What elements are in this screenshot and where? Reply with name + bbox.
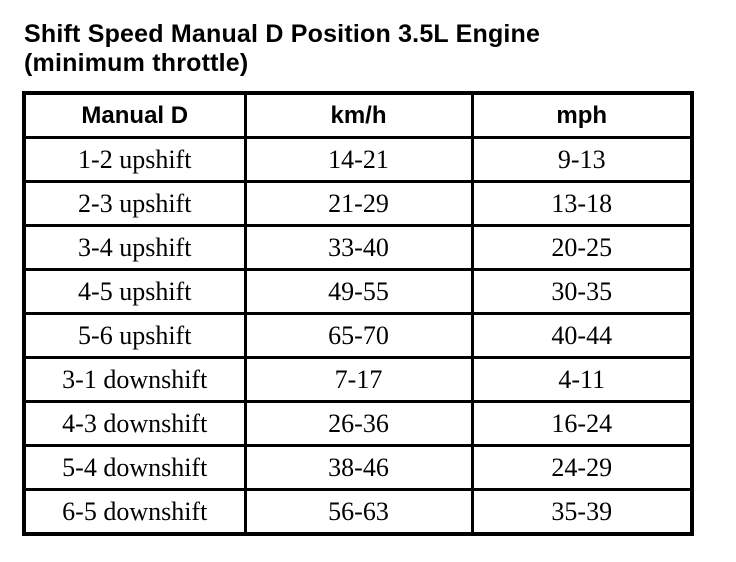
header-cell-mph: mph — [470, 91, 694, 139]
table-cell-kmh: 26-36 — [243, 400, 474, 447]
table-row: 2-3 upshift 21-29 13-18 — [22, 180, 694, 227]
table-row: 3-1 downshift 7-17 4-11 — [22, 356, 694, 403]
page-title: Shift Speed Manual D Position 3.5L Engin… — [24, 20, 736, 78]
table-cell-mph: 35-39 — [470, 488, 694, 536]
header-cell-kmh: km/h — [243, 91, 474, 139]
table-cell-mph: 20-25 — [470, 224, 694, 271]
table-cell-mph: 40-44 — [470, 312, 694, 359]
table-cell-shift: 4-3 downshift — [22, 400, 247, 447]
table-row: 1-2 upshift 14-21 9-13 — [22, 136, 694, 183]
table-cell-kmh: 49-55 — [243, 268, 474, 315]
table-row: 5-4 downshift 38-46 24-29 — [22, 444, 694, 491]
shift-speed-table: Manual D km/h mph 1-2 upshift 14-21 9-13 2-… — [22, 91, 694, 536]
table-row: 5-6 upshift 65-70 40-44 — [22, 312, 694, 359]
table-cell-mph: 16-24 — [470, 400, 694, 447]
table-cell-mph: 24-29 — [470, 444, 694, 491]
table-cell-shift: 5-4 downshift — [22, 444, 247, 491]
table-cell-shift: 4-5 upshift — [22, 268, 247, 315]
table-cell-shift: 6-5 downshift — [22, 488, 247, 536]
table-row: 4-3 downshift 26-36 16-24 — [22, 400, 694, 447]
page-title-line2: (minimum throttle) — [24, 49, 249, 77]
table-cell-kmh: 38-46 — [243, 444, 474, 491]
table-cell-mph: 30-35 — [470, 268, 694, 315]
header-cell-manual-d: Manual D — [22, 91, 247, 139]
table-cell-kmh: 21-29 — [243, 180, 474, 227]
table-cell-shift: 3-4 upshift — [22, 224, 247, 271]
table-row: 6-5 downshift 56-63 35-39 — [22, 488, 694, 536]
table-cell-shift: 3-1 downshift — [22, 356, 247, 403]
table-cell-shift: 5-6 upshift — [22, 312, 247, 359]
page-title-line1: Shift Speed Manual D Position 3.5L Engin… — [24, 20, 541, 48]
table-cell-mph: 4-11 — [470, 356, 694, 403]
table-cell-mph: 9-13 — [470, 136, 694, 183]
shift-table-body: 1-2 upshift 14-21 9-13 2-3 upshift 21-29 13-1… — [22, 136, 694, 536]
table-cell-kmh: 33-40 — [243, 224, 474, 271]
table-cell-shift: 2-3 upshift — [22, 180, 247, 227]
table-cell-mph: 13-18 — [470, 180, 694, 227]
table-cell-kmh: 7-17 — [243, 356, 474, 403]
table-row: 3-4 upshift 33-40 20-25 — [22, 224, 694, 271]
table-cell-kmh: 14-21 — [243, 136, 474, 183]
table-cell-shift: 1-2 upshift — [22, 136, 247, 183]
table-header-row: Manual D km/h mph — [22, 91, 694, 139]
table-cell-kmh: 56-63 — [243, 488, 474, 536]
table-cell-kmh: 65-70 — [243, 312, 474, 359]
table-row: 4-5 upshift 49-55 30-35 — [22, 268, 694, 315]
